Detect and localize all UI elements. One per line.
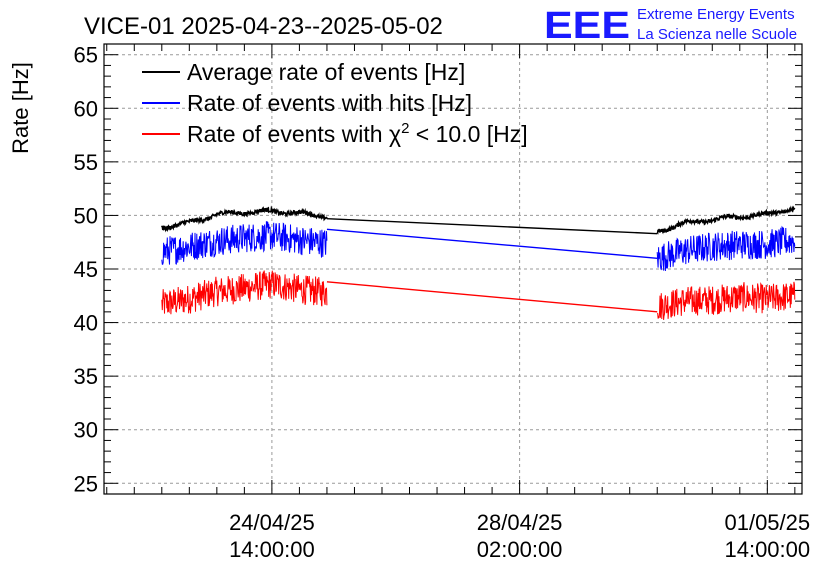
x-tick-label-time: 02:00:00 [477,537,563,562]
chart-title: VICE-01 2025-04-23--2025-05-02 [84,13,443,40]
legend-label-chi2: Rate of events with χ2 < 10.0 [Hz] [187,120,528,147]
series-0-segment-1 [656,205,796,235]
series-1 [161,221,796,272]
series-2-segment-0 [161,270,328,315]
y-tick-labels: 25 30 35 40 45 50 55 60 65 [74,43,98,497]
series-layer [161,205,796,320]
series-0-segment-0 [161,205,328,233]
y-tick-label: 30 [74,418,98,443]
y-tick-label: 25 [74,471,98,496]
brand-line-1: Extreme Energy Events [637,6,795,23]
axes [103,43,803,495]
eee-logo: EEE Extreme Energy Events La Scienza nel… [544,5,797,47]
series-2-gap-line [326,281,658,313]
series-2-segment-1 [656,281,796,320]
legend: Average rate of events [Hz] Rate of even… [142,59,528,147]
brand-line-2: La Scienza nelle Scuole [637,26,797,43]
series-0-gap-line [326,217,658,235]
y-axis-label: Rate [Hz] [8,62,33,154]
y-tick-label: 65 [74,43,98,68]
y-tick-label: 50 [74,203,98,228]
y-tick-label: 35 [74,364,98,389]
y-tick-label: 45 [74,257,98,282]
x-tick-label-date: 28/04/25 [477,510,563,535]
x-tick-labels: 24/04/2514:00:0028/04/2502:00:0001/05/25… [229,510,810,562]
eee-logo-mark: EEE [544,5,630,47]
series-1-segment-0 [161,221,328,265]
series-1-gap-line [326,228,658,259]
y-tick-label: 55 [74,150,98,175]
series-2 [161,270,796,320]
grid-lines [104,44,802,494]
y-tick-label: 60 [74,96,98,121]
legend-label-average: Average rate of events [Hz] [187,59,465,85]
series-0 [161,205,796,235]
x-tick-label-date: 01/05/25 [724,510,810,535]
y-tick-label: 40 [74,311,98,336]
x-tick-label-time: 14:00:00 [724,537,810,562]
x-tick-label-time: 14:00:00 [229,537,315,562]
legend-label-hits: Rate of events with hits [Hz] [187,90,472,116]
series-1-segment-1 [656,225,796,272]
x-tick-label-date: 24/04/25 [229,510,315,535]
